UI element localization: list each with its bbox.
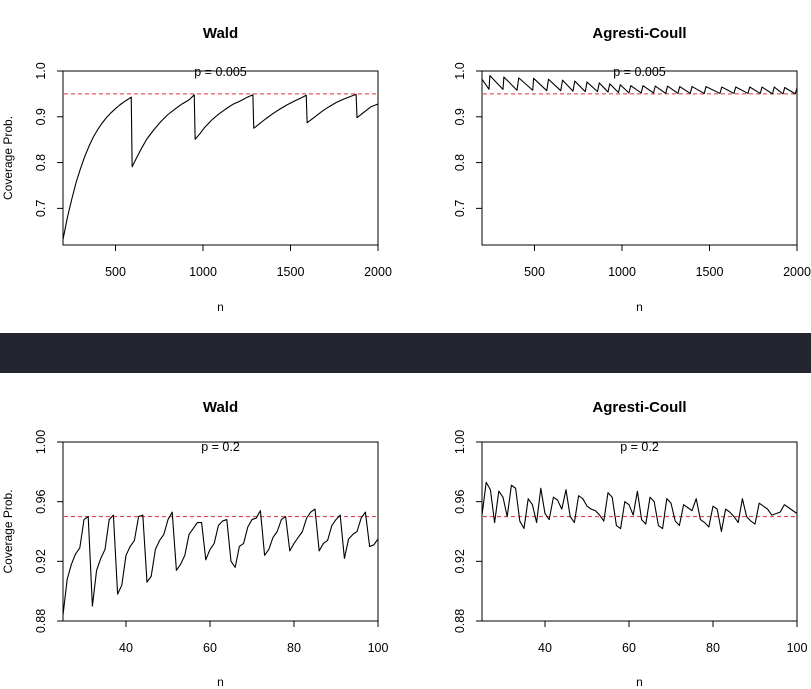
y-tick-label: 1.00 xyxy=(34,430,48,454)
y-tick-label: 0.7 xyxy=(453,200,467,217)
y-tick-label: 0.9 xyxy=(34,108,48,125)
x-tick-label: 1000 xyxy=(189,265,217,279)
x-tick-label: 40 xyxy=(119,641,133,655)
y-tick-label: 0.8 xyxy=(34,154,48,171)
y-tick-label: 0.92 xyxy=(34,549,48,573)
p-annotation: p = 0.005 xyxy=(194,65,247,79)
x-tick-label: 80 xyxy=(706,641,720,655)
coverage-series-line xyxy=(62,508,379,616)
y-tick-label: 0.8 xyxy=(453,154,467,171)
y-tick-label: 1.0 xyxy=(34,62,48,79)
y-tick-label: 0.96 xyxy=(453,489,467,513)
y-axis-label: Coverage Prob. xyxy=(1,116,15,200)
x-tick-label: 100 xyxy=(787,641,808,655)
y-tick-label: 0.9 xyxy=(453,108,467,125)
chart-panel-2: Agresti-Coull p = 0.005 500 1000 1500 2000 0.7… xyxy=(453,25,811,314)
y-tick-label: 0.96 xyxy=(34,489,48,513)
p-annotation: p = 0.005 xyxy=(613,65,666,79)
plot-frame xyxy=(481,70,798,246)
x-tick-label: 1000 xyxy=(608,265,636,279)
chart-title: Wald xyxy=(203,25,238,42)
x-axis-label: n xyxy=(217,300,224,314)
x-tick-label: 1500 xyxy=(277,265,305,279)
y-axis-label: Coverage Prob. xyxy=(1,489,15,573)
coverage-series-line xyxy=(481,481,798,533)
coverage-series-line xyxy=(62,93,379,240)
x-axis-label: n xyxy=(636,675,643,689)
x-tick-label: 2000 xyxy=(783,265,811,279)
y-tick-label: 1.00 xyxy=(453,430,467,454)
x-tick-label: 500 xyxy=(105,265,126,279)
y-tick-label: 0.92 xyxy=(453,549,467,573)
coverage-series-line xyxy=(481,75,798,95)
x-tick-label: 60 xyxy=(203,641,217,655)
x-tick-label: 80 xyxy=(287,641,301,655)
chart-title: Wald xyxy=(203,399,238,416)
x-tick-label: 100 xyxy=(368,641,389,655)
y-tick-label: 0.7 xyxy=(34,200,48,217)
plot-frame xyxy=(62,441,379,622)
x-tick-label: 60 xyxy=(622,641,636,655)
separator-band xyxy=(0,333,811,373)
p-annotation: p = 0.2 xyxy=(620,440,659,454)
x-tick-label: 500 xyxy=(524,265,545,279)
x-axis-label: n xyxy=(636,300,643,314)
chart-title: Agresti-Coull xyxy=(592,25,686,42)
y-tick-label: 0.88 xyxy=(34,609,48,633)
plot-frame xyxy=(62,70,379,246)
chart-title: Agresti-Coull xyxy=(592,399,686,416)
chart-panel-1: Wald p = 0.005 500 1000 1500 2000 0.7 0.8 0.9 1.0… xyxy=(1,25,392,314)
plot-frame xyxy=(481,441,798,622)
p-annotation: p = 0.2 xyxy=(201,440,240,454)
x-tick-label: 2000 xyxy=(364,265,392,279)
chart-panel-4: Agresti-Coull p = 0.2 40 60 80 100 0.88 0.92 0.9… xyxy=(453,399,807,689)
x-axis-label: n xyxy=(217,675,224,689)
y-tick-label: 0.88 xyxy=(453,609,467,633)
x-tick-label: 1500 xyxy=(696,265,724,279)
y-tick-label: 1.0 xyxy=(453,62,467,79)
x-tick-label: 40 xyxy=(538,641,552,655)
chart-panel-3: Wald p = 0.2 40 60 80 100 0.88 0.92 0.96 1.00 n Cov… xyxy=(1,399,388,689)
